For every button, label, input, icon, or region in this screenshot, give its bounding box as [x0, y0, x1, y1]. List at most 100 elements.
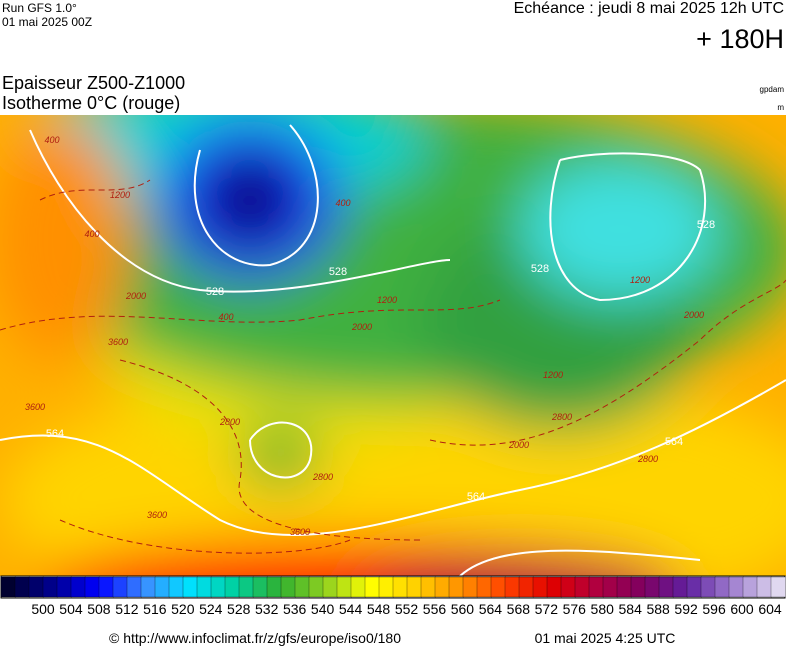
colorbar-box [140, 576, 156, 598]
colorbar-box [252, 576, 268, 598]
colorbar-tick-label: 520 [171, 601, 195, 617]
colorbar-tick-label: 588 [646, 601, 670, 617]
title: Epaisseur Z500-Z1000 [2, 73, 185, 93]
colorbar-tick-label: 540 [311, 601, 335, 617]
colorbar-tick-label: 536 [283, 601, 307, 617]
colorbar-tick-label: 512 [115, 601, 139, 617]
colorbar-box [154, 576, 170, 598]
isotherm-label: 2000 [125, 291, 146, 301]
colorbar-tick-label: 580 [591, 601, 615, 617]
colorbar-box [126, 576, 142, 598]
colorbar-box [210, 576, 226, 598]
colorbar-box [392, 576, 408, 598]
colorbar-tick-label: 528 [227, 601, 251, 617]
colorbar-box [770, 576, 786, 598]
colorbar-tick-label: 564 [479, 601, 503, 617]
colorbar-box [308, 576, 324, 598]
subtitle: Isotherme 0°C (rouge) [2, 93, 180, 113]
colorbar-tick-label: 544 [339, 601, 363, 617]
colorbar-tick-label: 504 [59, 601, 83, 617]
colorbar-box [588, 576, 604, 598]
colorbar-box [644, 576, 660, 598]
colorbar-tick-label: 552 [395, 601, 419, 617]
isotherm-label: 400 [218, 312, 233, 322]
colorbar-box [756, 576, 772, 598]
colorbar-box [294, 576, 310, 598]
thickness-label: 564 [467, 491, 485, 503]
colorbar-box [504, 576, 520, 598]
colorbar-box [266, 576, 282, 598]
colorbar-box [350, 576, 366, 598]
isotherm-label: 1200 [377, 295, 397, 305]
colorbar-tick-label: 556 [423, 601, 447, 617]
isotherm-label: 1200 [630, 275, 650, 285]
colorbar-box [700, 576, 716, 598]
isotherm-label: 400 [44, 135, 59, 145]
unit-iso: m [777, 103, 784, 112]
colorbar-box [322, 576, 338, 598]
isotherm-label: 2800 [637, 454, 658, 464]
colorbar-box [14, 576, 30, 598]
colorbar-box [742, 576, 758, 598]
colorbar-box [98, 576, 114, 598]
colorbar-box [182, 576, 198, 598]
colorbar-box [686, 576, 702, 598]
colorbar-box [112, 576, 128, 598]
thickness-label: 528 [329, 266, 347, 278]
colorbar-box [28, 576, 44, 598]
isotherm-label: 1200 [110, 190, 130, 200]
colorbar-tick-label: 532 [255, 601, 279, 617]
colorbar-box [406, 576, 422, 598]
colorbar-box [42, 576, 58, 598]
colorbar-box [84, 576, 100, 598]
lead-time: + 180H [696, 24, 784, 54]
thickness-label: 528 [206, 286, 224, 298]
colorbar-box [196, 576, 212, 598]
colorbar-box [0, 576, 16, 598]
colorbar-box [574, 576, 590, 598]
colorbar-box [238, 576, 254, 598]
isotherm-label: 3600 [108, 337, 128, 347]
run: Run GFS 1.0° [2, 1, 77, 15]
colorbar-box [630, 576, 646, 598]
isotherm-label: 3600 [25, 402, 45, 412]
isotherm-label: 2800 [219, 417, 240, 427]
thickness-label: 564 [665, 436, 683, 448]
colorbar-box [658, 576, 674, 598]
colorbar-box [616, 576, 632, 598]
colorbar-tick-label: 572 [535, 601, 559, 617]
colorbar-tick-label: 568 [507, 601, 531, 617]
colorbar-box [602, 576, 618, 598]
colorbar-tick-label: 524 [199, 601, 223, 617]
isotherm-label: 2000 [683, 310, 704, 320]
unit-thickness: gpdam [760, 85, 785, 94]
isotherm-label: 2800 [312, 472, 333, 482]
colorbar-box [672, 576, 688, 598]
colorbar-box [560, 576, 576, 598]
colorbar-box [224, 576, 240, 598]
colorbar-box [728, 576, 744, 598]
isotherm-label: 400 [84, 229, 99, 239]
colorbar-tick-label: 508 [87, 601, 111, 617]
thickness-label: 564 [46, 428, 64, 440]
colorbar-tick-label: 584 [619, 601, 643, 617]
colorbar-tick-label: 576 [563, 601, 587, 617]
thickness-label: 528 [697, 219, 715, 231]
map [0, 115, 786, 576]
isotherm-label: 2000 [351, 322, 372, 332]
isotherm-label: 3600 [290, 527, 310, 537]
colorbar-tick-label: 600 [730, 601, 754, 617]
isotherm-label: 1200 [543, 370, 563, 380]
colorbar-tick-label: 548 [367, 601, 391, 617]
generated: 01 mai 2025 4:25 UTC [535, 630, 676, 646]
isotherm-label: 400 [335, 198, 350, 208]
colorbar-tick-label: 604 [758, 601, 782, 617]
colorbar-box [168, 576, 184, 598]
colorbar-box [518, 576, 534, 598]
colorbar-tick-label: 500 [31, 601, 55, 617]
colorbar-box [462, 576, 478, 598]
colorbar-box [714, 576, 730, 598]
colorbar-box [280, 576, 296, 598]
isotherm-label: 3600 [147, 510, 167, 520]
